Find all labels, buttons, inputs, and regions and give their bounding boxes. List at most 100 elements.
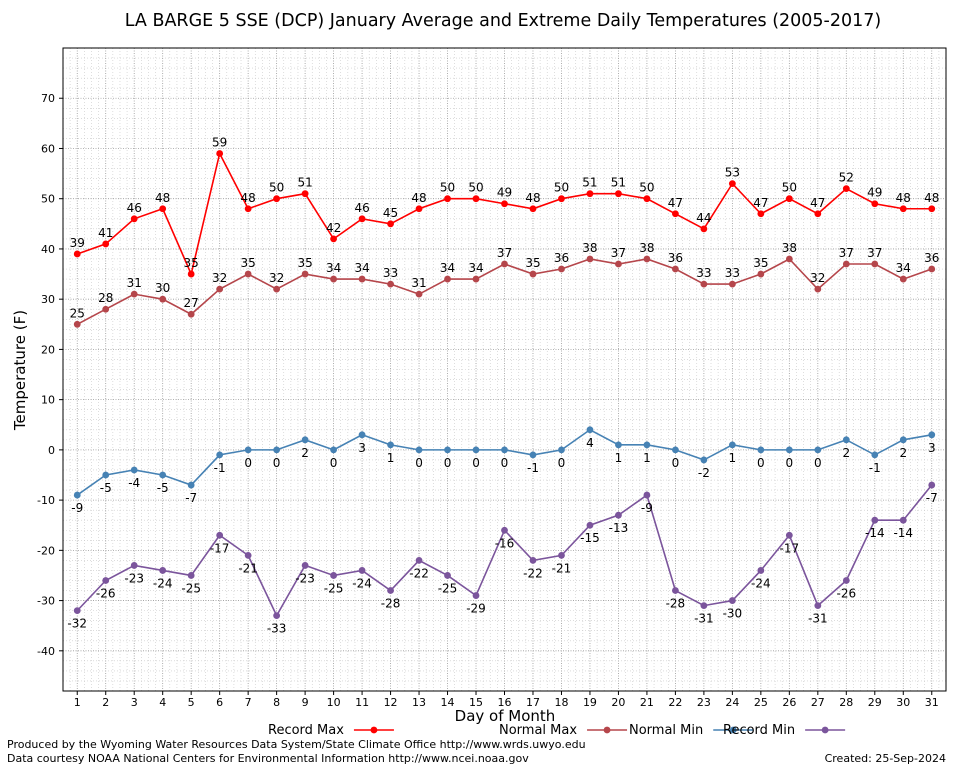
normal-max-data-label: 35	[241, 256, 256, 270]
footer-created-date: Created: 25-Sep-2024	[825, 752, 946, 765]
x-tick-label: 29	[868, 696, 882, 709]
record-min-point	[330, 572, 337, 579]
record-max-data-label: 52	[839, 171, 854, 185]
record-max-point	[387, 220, 394, 228]
record-min-point	[472, 592, 480, 599]
legend-label-normal-min: Normal Min	[629, 723, 703, 738]
x-tick-label: 9	[302, 696, 309, 709]
normal-min-data-label: -4	[128, 476, 140, 490]
normal-min-point	[899, 436, 907, 444]
record-min-data-label: -16	[495, 536, 515, 550]
legend-label-record-max: Record Max	[268, 723, 344, 738]
record-max-point	[444, 195, 451, 203]
record-max-data-label: 50	[269, 181, 284, 195]
x-tick-label: 12	[384, 696, 398, 709]
normal-min-point	[814, 446, 822, 454]
major-gridlines	[63, 48, 946, 691]
y-tick-label: 30	[41, 293, 55, 306]
normal-max-point	[273, 285, 281, 293]
x-tick-label: 6	[216, 696, 223, 709]
record-max-point	[501, 200, 508, 208]
record-min-data-label: -31	[808, 612, 828, 626]
normal-min-data-label: -1	[527, 461, 539, 475]
normal-max-data-label: 36	[668, 251, 683, 265]
normal-max-data-label: 34	[326, 261, 341, 275]
x-tick-label: 26	[782, 696, 796, 709]
record-max-data-label: 48	[411, 191, 426, 205]
record-min-data-label: -31	[694, 612, 714, 626]
record-min-point	[558, 551, 565, 559]
record-min-point	[273, 612, 281, 620]
record-max-point	[928, 205, 936, 213]
record-min-data-label: -21	[552, 561, 572, 575]
normal-max-data-label: 35	[753, 256, 768, 270]
record-max-point	[187, 270, 195, 278]
record-min-data-label: -21	[238, 561, 258, 575]
x-tick-label: 31	[925, 696, 939, 709]
record-max-data-label: 47	[668, 196, 683, 210]
record-min-data-label: -15	[580, 531, 600, 545]
normal-max-point	[330, 275, 337, 283]
normal-min-point	[928, 431, 936, 439]
normal-min-point	[130, 466, 138, 474]
normal-min-data-label: 1	[729, 451, 737, 465]
record-min-point	[672, 587, 679, 594]
normal-min-data-label: 0	[757, 456, 765, 470]
normal-min-series: -9 -5 -4 -5 -7 -1 0 0 2 0 3 1 0 0 0 0 -1 0 4 1 1 0 -2 1 0 0 0 2 -1 2 3	[71, 426, 936, 515]
normal-min-point	[672, 446, 679, 454]
record-min-point	[358, 567, 366, 574]
x-tick-label: 7	[245, 696, 252, 709]
record-min-point	[643, 491, 651, 499]
x-tick-label: 2	[102, 696, 109, 709]
normal-max-point	[643, 255, 651, 263]
record-max-point	[586, 190, 594, 198]
record-max-point	[558, 195, 565, 203]
normal-max-data-label: 34	[354, 261, 369, 275]
y-tick-label: 40	[41, 243, 55, 256]
record-max-data-label: 48	[155, 191, 170, 205]
record-max-data-label: 39	[70, 236, 85, 250]
record-max-data-label: 50	[554, 181, 569, 195]
normal-max-data-label: 38	[639, 241, 654, 255]
y-tick-label: 60	[41, 142, 55, 155]
record-max-data-label: 50	[782, 181, 797, 195]
record-max-data-label: 51	[297, 176, 312, 190]
normal-max-point	[130, 290, 138, 298]
normal-min-point	[415, 446, 423, 454]
normal-min-data-label: 0	[814, 456, 822, 470]
normal-max-point	[387, 280, 394, 288]
normal-max-point	[358, 275, 366, 283]
record-max-point	[130, 215, 138, 223]
normal-max-data-label: 32	[212, 271, 227, 285]
y-tick-label: -10	[37, 494, 55, 507]
y-tick-label: 50	[41, 193, 55, 206]
record-min-point	[216, 531, 224, 539]
record-min-data-label: -32	[67, 617, 87, 631]
normal-min-point	[472, 446, 480, 454]
normal-max-point	[814, 285, 822, 293]
normal-min-data-label: -1	[214, 461, 226, 475]
record-min-point	[130, 562, 138, 569]
normal-max-data-label: 36	[554, 251, 569, 265]
record-max-point	[672, 210, 679, 218]
normal-min-data-label: 0	[472, 456, 480, 470]
normal-max-data-label: 33	[725, 266, 740, 280]
record-max-data-label: 50	[639, 181, 654, 195]
legend-label-record-min: Record Min	[723, 723, 795, 738]
x-tick-label: 5	[188, 696, 195, 709]
normal-max-data-label: 38	[782, 241, 797, 255]
normal-min-data-label: 1	[643, 451, 651, 465]
record-max-point	[73, 250, 81, 258]
record-min-data-label: -29	[466, 602, 486, 616]
normal-min-point	[73, 491, 81, 499]
normal-max-data-label: 37	[867, 246, 882, 260]
record-min-series: -32-26-23 -24 -25-17-21-33-23-25 -24-28-22-…	[67, 481, 938, 636]
record-min-point	[102, 577, 110, 584]
y-tick-label: 0	[48, 444, 55, 457]
normal-max-point	[73, 320, 81, 328]
x-tick-label: 23	[697, 696, 711, 709]
x-tick-label: 18	[554, 696, 568, 709]
record-max-data-label: 48	[896, 191, 911, 205]
y-axis-ticks: -40 -30 -20 -10 0 10 20 30 40 50 60 70	[37, 92, 63, 658]
